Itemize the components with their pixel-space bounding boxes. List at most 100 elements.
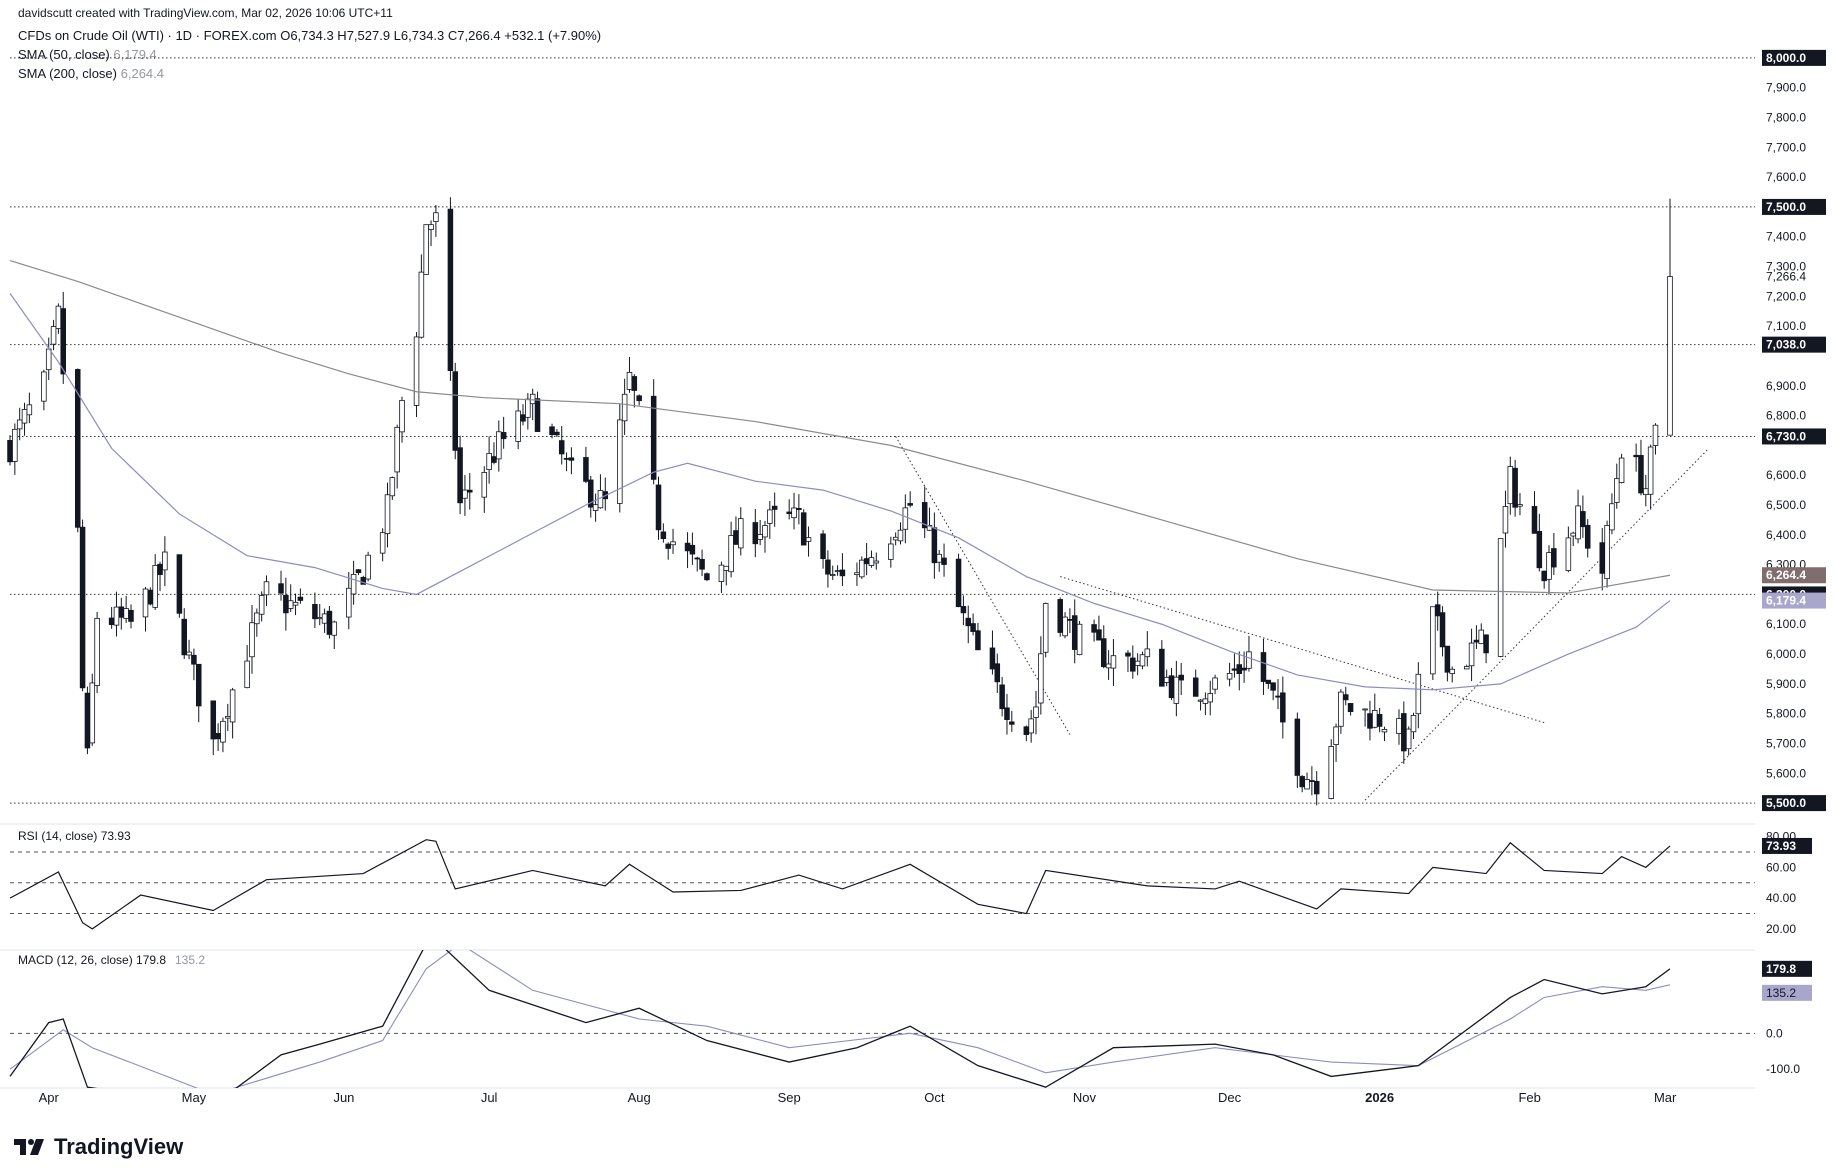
candle-down[interactable] xyxy=(1512,467,1518,508)
candle-up[interactable] xyxy=(254,612,260,625)
candle-down[interactable] xyxy=(1367,713,1373,729)
candle-up[interactable] xyxy=(1110,655,1117,669)
candle-down[interactable] xyxy=(360,576,367,585)
candle-up[interactable] xyxy=(1134,660,1141,666)
candle-up[interactable] xyxy=(728,535,734,573)
candle-down[interactable] xyxy=(1159,648,1165,687)
candle-down[interactable] xyxy=(1599,542,1606,574)
candle-down[interactable] xyxy=(825,559,831,575)
candle-up[interactable] xyxy=(1105,663,1112,669)
candle-up[interactable] xyxy=(621,393,628,422)
candle-down[interactable] xyxy=(583,457,589,482)
candle-down[interactable] xyxy=(1265,679,1272,684)
candle-up[interactable] xyxy=(1609,503,1615,531)
candle-up[interactable] xyxy=(1667,276,1673,436)
candle-up[interactable] xyxy=(55,305,62,329)
candle-up[interactable] xyxy=(1405,728,1412,750)
candle-up[interactable] xyxy=(481,472,488,498)
candle-down[interactable] xyxy=(863,558,870,565)
candle-up[interactable] xyxy=(1507,466,1514,505)
candle-down[interactable] xyxy=(1434,604,1441,617)
candle-up[interactable] xyxy=(762,525,768,538)
macd-signal-line[interactable] xyxy=(9,944,1671,1095)
candle-down[interactable] xyxy=(1342,694,1349,701)
candle-up[interactable] xyxy=(423,224,429,275)
candle-down[interactable] xyxy=(1580,511,1586,528)
candle-up[interactable] xyxy=(1604,525,1610,580)
candle-down[interactable] xyxy=(1275,695,1281,698)
candle-up[interactable] xyxy=(617,419,623,504)
candle-down[interactable] xyxy=(1091,624,1097,633)
candle-down[interactable] xyxy=(960,606,967,614)
candle-up[interactable] xyxy=(888,543,894,560)
candle-down[interactable] xyxy=(554,431,560,436)
candle-up[interactable] xyxy=(389,477,396,497)
candle-up[interactable] xyxy=(718,564,725,582)
macd-line[interactable] xyxy=(9,940,1671,1105)
candle-up[interactable] xyxy=(1381,729,1388,733)
candle-up[interactable] xyxy=(1618,457,1625,483)
candle-down[interactable] xyxy=(520,414,526,422)
candle-up[interactable] xyxy=(757,534,763,540)
candle-down[interactable] xyxy=(534,398,541,432)
candle-up[interactable] xyxy=(868,557,875,566)
candle-down[interactable] xyxy=(355,569,362,574)
candle-up[interactable] xyxy=(123,608,129,619)
trendline[interactable] xyxy=(1060,576,1545,724)
candle-down[interactable] xyxy=(1236,664,1243,674)
candle-up[interactable] xyxy=(162,551,168,571)
candle-up[interactable] xyxy=(854,572,860,575)
candle-up[interactable] xyxy=(1430,606,1436,675)
candle-up[interactable] xyxy=(1028,718,1034,734)
candle-down[interactable] xyxy=(568,457,575,461)
candle-down[interactable] xyxy=(1536,530,1543,569)
candle-down[interactable] xyxy=(1125,652,1131,657)
candle-down[interactable] xyxy=(999,684,1005,710)
candle-up[interactable] xyxy=(1038,653,1044,704)
candle-down[interactable] xyxy=(1541,570,1547,582)
candle-up[interactable] xyxy=(331,621,338,636)
candle-up[interactable] xyxy=(26,404,33,416)
candle-down[interactable] xyxy=(74,369,81,528)
candle-down[interactable] xyxy=(684,542,691,552)
candle-down[interactable] xyxy=(820,533,826,560)
candle-up[interactable] xyxy=(292,602,299,606)
candle-up[interactable] xyxy=(1449,668,1455,674)
candle-down[interactable] xyxy=(1168,675,1175,699)
candle-down[interactable] xyxy=(631,376,638,391)
candle-up[interactable] xyxy=(316,617,323,620)
candle-up[interactable] xyxy=(1173,676,1180,704)
candle-down[interactable] xyxy=(665,543,671,549)
candle-down[interactable] xyxy=(558,440,565,455)
candle-down[interactable] xyxy=(176,554,183,614)
candle-up[interactable] xyxy=(1207,693,1213,703)
candle-down[interactable] xyxy=(587,479,594,508)
candle-down[interactable] xyxy=(1096,629,1102,641)
candle-up[interactable] xyxy=(1502,506,1509,534)
candle-up[interactable] xyxy=(413,336,420,406)
candle-up[interactable] xyxy=(723,565,730,571)
candle-down[interactable] xyxy=(800,512,807,546)
candle-up[interactable] xyxy=(394,426,400,473)
candle-up[interactable] xyxy=(263,581,270,596)
candle-down[interactable] xyxy=(1192,677,1199,697)
candle-down[interactable] xyxy=(1401,713,1407,752)
candle-down[interactable] xyxy=(694,557,700,560)
candle-down[interactable] xyxy=(181,618,187,656)
candle-down[interactable] xyxy=(1473,639,1480,643)
candle-up[interactable] xyxy=(897,529,904,542)
candle-up[interactable] xyxy=(94,617,100,686)
candle-down[interactable] xyxy=(1531,506,1538,534)
candle-down[interactable] xyxy=(452,371,459,451)
candle-up[interactable] xyxy=(529,393,536,405)
candle-down[interactable] xyxy=(1633,454,1639,458)
candle-up[interactable] xyxy=(1570,532,1576,537)
candle-down[interactable] xyxy=(921,502,928,529)
candle-up[interactable] xyxy=(791,507,797,519)
candle-up[interactable] xyxy=(41,371,47,402)
sma50-line[interactable] xyxy=(9,293,1671,691)
candle-up[interactable] xyxy=(1226,672,1233,680)
candle-down[interactable] xyxy=(1009,721,1015,725)
candle-up[interactable] xyxy=(1328,746,1334,799)
candle-up[interactable] xyxy=(244,660,250,689)
